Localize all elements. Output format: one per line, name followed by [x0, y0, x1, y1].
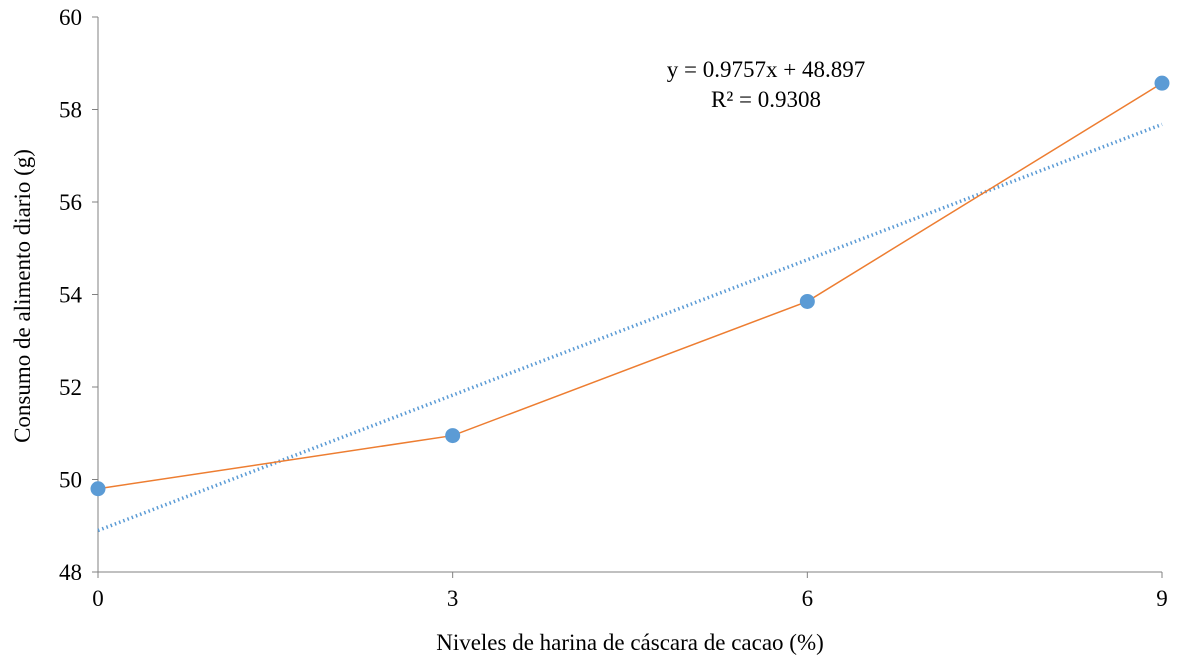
y-tick-label: 52	[59, 375, 82, 400]
y-tick-label: 58	[59, 98, 82, 123]
series-line	[97, 82, 1163, 490]
x-tick-label: 6	[802, 586, 814, 611]
trendline	[97, 122, 1163, 533]
trendline-line	[97, 122, 1163, 533]
data-point	[90, 481, 106, 497]
data-point	[1154, 75, 1170, 91]
x-tick-label: 0	[92, 586, 104, 611]
y-axis-title: Consumo de alimento diario (g)	[10, 149, 35, 443]
series	[90, 75, 1170, 497]
y-tick-label: 60	[59, 5, 82, 30]
x-axis-title: Niveles de harina de cáscara de cacao (%…	[436, 630, 824, 655]
y-axis: 48 50 52 54 56 58 60	[59, 5, 99, 585]
y-tick-label: 50	[59, 468, 82, 493]
trendline-equation: y = 0.9757x + 48.897	[667, 57, 865, 82]
y-tick-label: 48	[59, 560, 82, 585]
x-tick-label: 9	[1156, 586, 1168, 611]
x-tick-label: 3	[447, 586, 459, 611]
x-axis: 0 3 6 9	[92, 571, 1168, 611]
y-tick-label: 56	[59, 190, 82, 215]
r-squared-label: R² = 0.9308	[711, 87, 821, 112]
y-tick-label: 54	[59, 283, 83, 308]
data-point	[445, 428, 461, 444]
data-point	[799, 293, 815, 309]
